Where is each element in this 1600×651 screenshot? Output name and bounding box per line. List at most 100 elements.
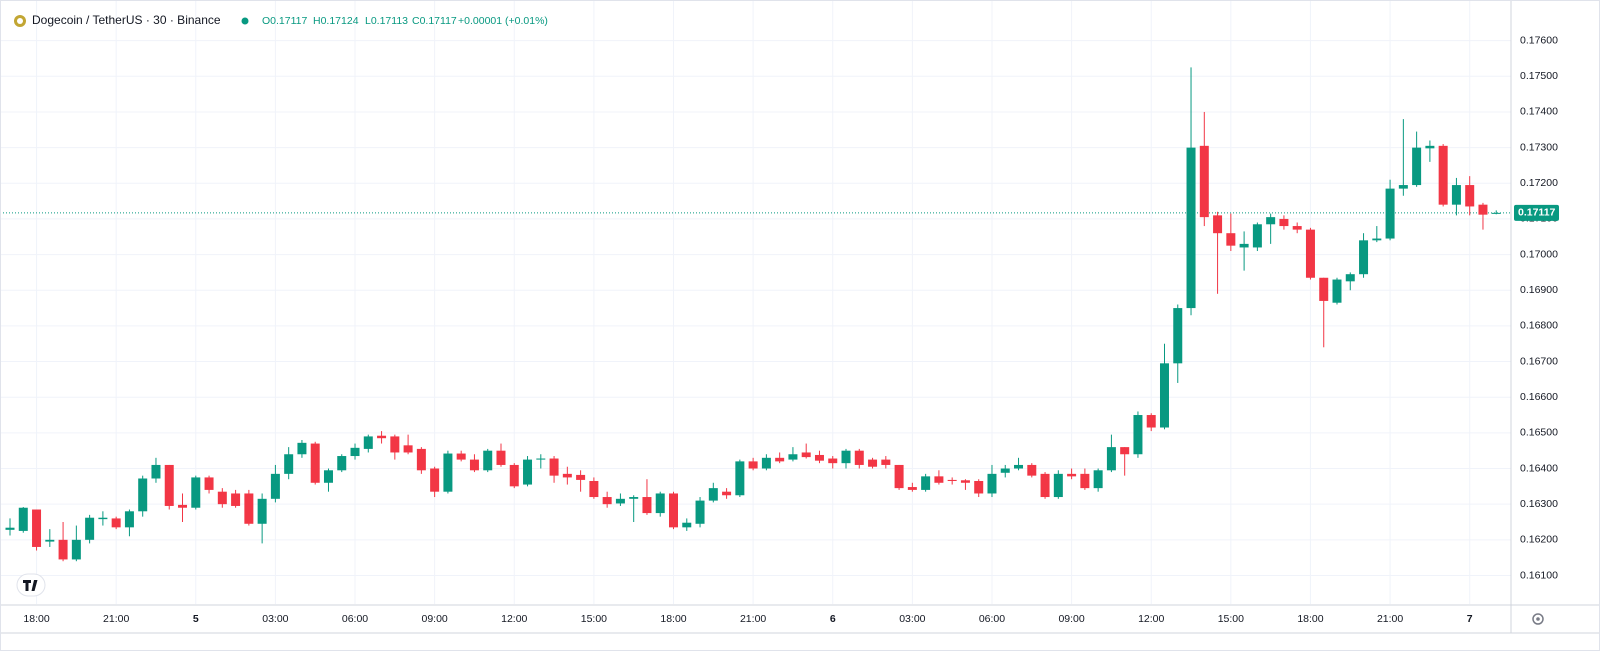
candle-body bbox=[1040, 473, 1050, 498]
candle-body bbox=[775, 457, 785, 462]
candle-body bbox=[1000, 468, 1010, 473]
candle-body bbox=[1252, 224, 1262, 248]
x-tick-label: 15:00 bbox=[1218, 613, 1244, 625]
candle-body bbox=[1239, 243, 1249, 248]
candle-body bbox=[814, 454, 824, 461]
candle-body bbox=[138, 478, 148, 512]
candle-body bbox=[430, 468, 440, 492]
candle-body bbox=[85, 517, 95, 540]
x-tick-label: 03:00 bbox=[262, 613, 288, 625]
candle-body bbox=[1385, 188, 1395, 239]
candle-body bbox=[682, 522, 692, 528]
ohlc-value: +0.00001 (+0.01%) bbox=[458, 15, 548, 27]
candle-body bbox=[1014, 464, 1024, 469]
candle-body bbox=[18, 507, 28, 531]
candle-body bbox=[576, 474, 586, 480]
candle-body bbox=[124, 511, 134, 528]
candle-body bbox=[483, 450, 493, 471]
candle-body bbox=[868, 459, 878, 467]
x-tick-label: 12:00 bbox=[501, 613, 527, 625]
candle-body bbox=[111, 518, 121, 528]
candle-body bbox=[1146, 415, 1156, 428]
candle-body bbox=[1491, 212, 1501, 214]
candle-body bbox=[178, 504, 188, 508]
ohlc-value: L0.17113 bbox=[365, 15, 408, 27]
candle-body bbox=[974, 480, 984, 494]
candle-body bbox=[1292, 226, 1302, 230]
candle-body bbox=[549, 458, 559, 476]
candle-body bbox=[1053, 473, 1063, 498]
last-price-box bbox=[1514, 204, 1559, 221]
candle-body bbox=[1067, 473, 1077, 477]
y-tick-label: 0.16200 bbox=[1520, 534, 1558, 546]
ohlc-value: O0.17117 bbox=[262, 15, 308, 27]
x-tick-label: 5 bbox=[193, 613, 199, 625]
candle-body bbox=[788, 454, 798, 460]
candle-body bbox=[589, 480, 599, 498]
candle-body bbox=[629, 497, 639, 499]
candle-body bbox=[58, 539, 68, 560]
candle-body bbox=[1451, 185, 1461, 205]
candle-body bbox=[1159, 363, 1169, 428]
candle-body bbox=[987, 473, 997, 494]
symbol-icon bbox=[14, 15, 26, 27]
candle-body bbox=[562, 473, 572, 478]
candle-body bbox=[934, 476, 944, 483]
candle-body bbox=[1106, 447, 1116, 471]
candle-body bbox=[377, 435, 387, 439]
candle-body bbox=[828, 458, 838, 464]
candle-body bbox=[323, 470, 333, 483]
candle-body bbox=[1027, 464, 1037, 476]
y-tick-label: 0.16300 bbox=[1520, 498, 1558, 510]
y-tick-label: 0.16800 bbox=[1520, 320, 1558, 332]
axes: 0.16100 0.16200 0.16300 0.16400 0.16500 0.166… bbox=[23, 34, 1559, 625]
y-tick-label: 0.16600 bbox=[1520, 391, 1558, 403]
y-tick-label: 0.16700 bbox=[1520, 355, 1558, 367]
candle-body bbox=[655, 493, 665, 514]
candle-body bbox=[602, 497, 612, 505]
x-tick-label: 06:00 bbox=[342, 613, 368, 625]
y-tick-label: 0.16400 bbox=[1520, 462, 1558, 474]
candle-body bbox=[456, 453, 466, 460]
candle-body bbox=[960, 480, 970, 483]
x-tick-label: 18:00 bbox=[1297, 613, 1323, 625]
candle-body bbox=[310, 443, 320, 483]
candle-body bbox=[841, 450, 851, 464]
candle-body bbox=[907, 487, 917, 490]
candle-body bbox=[761, 457, 771, 469]
candle-body bbox=[363, 436, 373, 449]
candle-body bbox=[337, 456, 347, 471]
y-tick-label: 0.17000 bbox=[1520, 248, 1558, 260]
x-tick-label: 15:00 bbox=[581, 613, 607, 625]
candle-body bbox=[1478, 204, 1488, 215]
candle-body bbox=[894, 464, 904, 489]
candle-body bbox=[735, 461, 745, 496]
x-tick-label: 21:00 bbox=[1377, 613, 1403, 625]
status-dot bbox=[241, 17, 249, 25]
y-tick-label: 0.16500 bbox=[1520, 427, 1558, 439]
candle-body bbox=[536, 458, 546, 460]
candle-body bbox=[1305, 229, 1315, 278]
candle-body bbox=[1093, 470, 1103, 489]
ohlc-value: H0.17124 bbox=[313, 15, 359, 27]
y-tick-label: 0.17200 bbox=[1520, 177, 1558, 189]
candle-body bbox=[1425, 145, 1435, 149]
candle-body bbox=[1359, 240, 1369, 275]
settings-icon[interactable] bbox=[1532, 613, 1544, 625]
candle-body bbox=[921, 476, 931, 490]
candle-body bbox=[1173, 308, 1183, 364]
candle-body bbox=[443, 453, 453, 492]
ohlc-value: C0.17117 bbox=[412, 15, 457, 27]
candle-body bbox=[1398, 185, 1408, 189]
candle-body bbox=[1332, 279, 1342, 303]
tradingview-logo bbox=[16, 573, 46, 597]
candles bbox=[5, 67, 1501, 562]
candle-body bbox=[881, 459, 891, 465]
candle-body bbox=[1120, 447, 1130, 455]
x-tick-label: 09:00 bbox=[1058, 613, 1084, 625]
y-tick-label: 0.17400 bbox=[1520, 106, 1558, 118]
candle-body bbox=[509, 464, 519, 487]
candle-body bbox=[1186, 147, 1196, 309]
symbol-title: Dogecoin / TetherUS · 30 · Binance bbox=[32, 13, 221, 27]
candle-body bbox=[801, 452, 811, 458]
